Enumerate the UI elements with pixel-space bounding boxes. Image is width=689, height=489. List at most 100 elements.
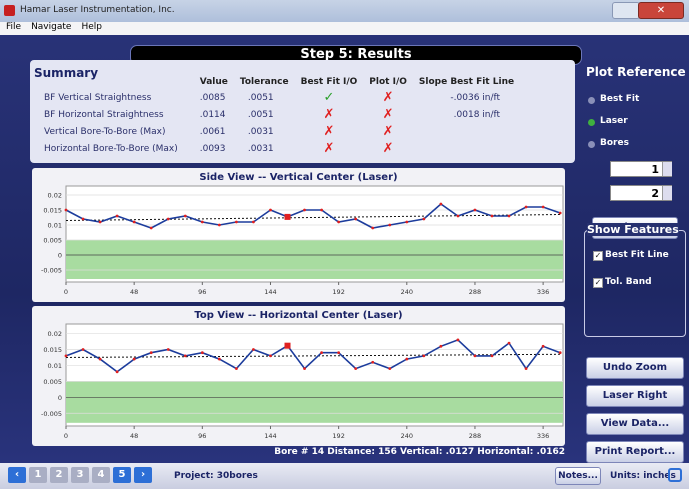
radio-dot[interactable] bbox=[588, 141, 595, 148]
y-tick-label: 0.015 bbox=[43, 346, 62, 354]
data-point bbox=[320, 351, 323, 355]
step-button[interactable]: 5 bbox=[113, 467, 131, 483]
summary-table: Value Tolerance Best Fit I/O Plot I/O Slope … bbox=[38, 74, 520, 157]
menu-item[interactable]: Navigate bbox=[31, 22, 72, 32]
action-button[interactable]: Laser Right bbox=[586, 385, 684, 407]
step-button[interactable]: 4 bbox=[92, 467, 110, 483]
best-fit-status: ✗ bbox=[323, 124, 335, 139]
y-tick-label: 0 bbox=[58, 252, 62, 260]
radio-dot[interactable] bbox=[588, 97, 595, 104]
summary-row: Horizontal Bore-To-Bore (Max) .0093 .0031 ✗… bbox=[38, 140, 520, 157]
app-icon bbox=[4, 5, 15, 16]
radio-dot[interactable] bbox=[588, 119, 595, 126]
x-tick-label: 48 bbox=[130, 288, 138, 296]
tolerance-cell: .0051 bbox=[247, 109, 274, 120]
nav-arrow[interactable]: › bbox=[134, 467, 152, 483]
summary-row: BF Horizontal Straightness .0114 .0051 ✗ ✗ .0… bbox=[38, 106, 520, 123]
x-tick-label: 0 bbox=[64, 288, 68, 296]
checkbox[interactable]: ✓ bbox=[593, 278, 603, 288]
data-point bbox=[388, 223, 392, 227]
slope-cell bbox=[413, 123, 520, 140]
tolerance-band bbox=[66, 381, 563, 423]
column-header: Best Fit I/O bbox=[300, 76, 358, 87]
action-button[interactable]: View Data... bbox=[586, 413, 684, 435]
data-point bbox=[320, 208, 323, 212]
data-point bbox=[337, 351, 341, 355]
menu-item[interactable]: Help bbox=[81, 22, 102, 32]
column-header: Slope Best Fit Line bbox=[418, 76, 515, 87]
data-line bbox=[65, 338, 561, 373]
data-point bbox=[98, 357, 102, 361]
data-point bbox=[217, 357, 221, 361]
project-label: Project: 30bores bbox=[174, 471, 258, 481]
close[interactable]: ✕ bbox=[638, 2, 684, 19]
checkbox-label[interactable]: Best Fit Line bbox=[605, 250, 669, 260]
summary-row: BF Vertical Straightness .0085 .0051 ✓ ✗ -.00… bbox=[38, 89, 520, 106]
action-button[interactable]: Undo Zoom bbox=[586, 357, 684, 379]
checkbox-label[interactable]: Tol. Band bbox=[605, 277, 652, 287]
summary-panel: Summary Value Tolerance Best Fit I/O Plot I… bbox=[30, 60, 575, 163]
data-point bbox=[507, 341, 511, 345]
data-point bbox=[166, 348, 170, 351]
help-icon[interactable] bbox=[668, 468, 682, 482]
notes-button[interactable]: Notes... bbox=[555, 467, 601, 485]
data-point bbox=[439, 344, 443, 348]
x-tick-label: 192 bbox=[332, 288, 344, 296]
action-button[interactable]: Print Report... bbox=[586, 441, 684, 463]
checkbox[interactable]: ✓ bbox=[593, 251, 603, 261]
row-label: Horizontal Bore-To-Bore (Max) bbox=[44, 143, 178, 154]
menu-item[interactable]: File bbox=[6, 22, 22, 32]
radio-label[interactable]: Laser bbox=[600, 116, 628, 126]
side-view-panel: Side View -- Vertical Center (Laser) 0.02… bbox=[32, 168, 565, 302]
spin-arrows[interactable] bbox=[662, 186, 672, 200]
value-cell: .0093 bbox=[199, 143, 226, 154]
radio-label[interactable]: Bores bbox=[600, 138, 629, 148]
x-tick-label: 48 bbox=[130, 432, 138, 440]
chart-title: Side View -- Vertical Center (Laser) bbox=[199, 172, 397, 183]
x-tick-label: 240 bbox=[401, 288, 413, 296]
data-point bbox=[235, 367, 238, 371]
x-tick-label: 192 bbox=[332, 432, 344, 440]
tolerance-cell: .0031 bbox=[247, 143, 274, 154]
nav-arrow[interactable]: ‹ bbox=[8, 467, 26, 483]
data-point bbox=[132, 357, 136, 361]
x-tick-label: 288 bbox=[469, 288, 481, 296]
selected-point bbox=[284, 213, 291, 220]
chart: Side View -- Vertical Center (Laser) 0.02… bbox=[41, 172, 564, 296]
data-line bbox=[65, 202, 561, 229]
data-point bbox=[269, 354, 272, 358]
spin-box[interactable]: 1 bbox=[610, 161, 672, 177]
step-button[interactable]: 3 bbox=[71, 467, 89, 483]
data-point bbox=[64, 354, 68, 358]
x-tick-label: 144 bbox=[264, 288, 276, 296]
data-point bbox=[183, 214, 187, 218]
tolerance-cell: .0031 bbox=[247, 126, 274, 137]
x-tick-label: 288 bbox=[469, 432, 481, 440]
show-features: Show Features ✓ Best Fit Line ✓ Tol. Band bbox=[584, 223, 686, 337]
data-point bbox=[81, 348, 85, 351]
radio-label[interactable]: Best Fit bbox=[600, 94, 640, 104]
data-point bbox=[337, 220, 341, 224]
minimize[interactable] bbox=[612, 2, 640, 19]
data-point bbox=[524, 367, 528, 371]
y-tick-label: 0.01 bbox=[48, 222, 62, 230]
step-button[interactable]: 2 bbox=[50, 467, 68, 483]
step-button[interactable]: 1 bbox=[29, 467, 47, 483]
spin-arrows[interactable] bbox=[662, 162, 672, 176]
y-tick-label: -0.005 bbox=[41, 267, 62, 275]
data-point bbox=[490, 354, 494, 358]
y-tick-label: 0.005 bbox=[43, 237, 62, 245]
data-point bbox=[439, 202, 443, 206]
data-point bbox=[490, 214, 494, 218]
slope-cell bbox=[413, 140, 520, 157]
data-point bbox=[456, 338, 460, 342]
row-label: BF Horizontal Straightness bbox=[44, 109, 164, 120]
x-tick-label: 336 bbox=[537, 288, 549, 296]
data-point bbox=[200, 351, 204, 355]
tolerance-band bbox=[66, 240, 563, 279]
window-title: Hamar Laser Instrumentation, Inc. bbox=[20, 5, 175, 15]
data-point bbox=[149, 226, 153, 230]
data-point bbox=[269, 208, 272, 212]
y-tick-label: 0.005 bbox=[43, 378, 62, 386]
plot-status: ✗ bbox=[382, 107, 394, 122]
